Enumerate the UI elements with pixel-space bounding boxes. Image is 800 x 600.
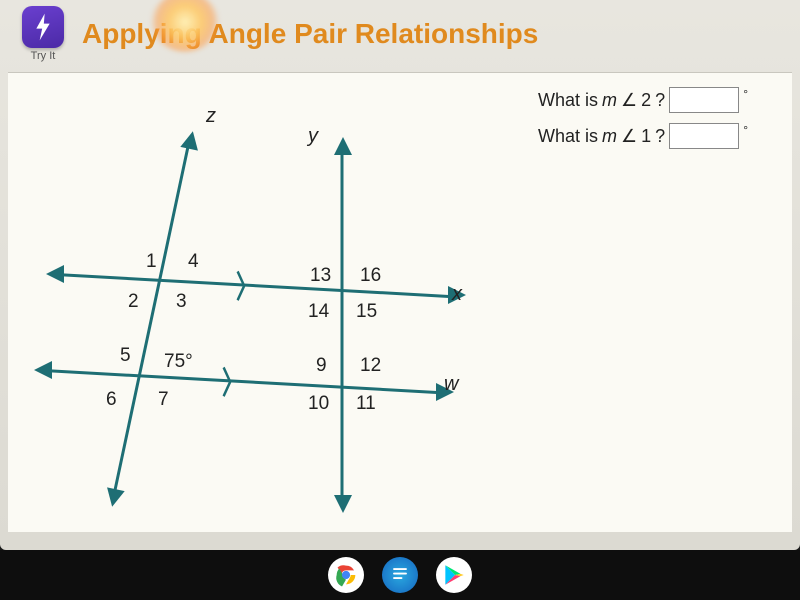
- chrome-icon[interactable]: [328, 557, 364, 593]
- angle-13: 13: [310, 265, 331, 287]
- q2-m: m: [602, 126, 617, 147]
- answer-input-angle2[interactable]: [669, 87, 739, 113]
- angle-15: 15: [356, 301, 377, 323]
- header: Try It Applying Angle Pair Relationships: [0, 0, 800, 72]
- parallel-mark-x: 〉: [236, 263, 258, 308]
- answer-input-angle1[interactable]: [669, 123, 739, 149]
- arrow-z-top: [180, 129, 201, 150]
- q2-angle-sym: ∠: [621, 126, 637, 147]
- question-row-1: What is m ∠ 2 ? °: [538, 87, 748, 113]
- q2-angle-num: 1: [641, 126, 651, 147]
- q2-prefix: What is: [538, 126, 598, 147]
- q2-unit: °: [743, 123, 748, 137]
- angle-12: 12: [360, 355, 381, 377]
- angle-1: 1: [146, 251, 157, 273]
- q1-m: m: [602, 90, 617, 111]
- q1-suffix: ?: [655, 90, 665, 111]
- label-x: x: [452, 283, 462, 306]
- angle-9: 9: [316, 355, 327, 377]
- arrow-x-left: [46, 265, 64, 283]
- q2-suffix: ?: [655, 126, 665, 147]
- lightning-icon: [22, 6, 64, 48]
- angle-5: 5: [120, 345, 131, 367]
- taskbar: [0, 550, 800, 600]
- label-y: y: [308, 125, 318, 148]
- questions-panel: What is m ∠ 2 ? ° What is m ∠ 1 ? °: [528, 73, 758, 532]
- angle-75: 75°: [164, 351, 193, 373]
- q1-angle-sym: ∠: [621, 90, 637, 111]
- angle-11: 11: [356, 393, 376, 415]
- angle-14: 14: [308, 301, 329, 323]
- diagram: 〉 〉 z y x w 1 4 2 3 13 16 14 15 5 75° 6 …: [8, 73, 528, 532]
- line-y: [341, 147, 344, 507]
- angle-4: 4: [188, 251, 199, 273]
- angle-3: 3: [176, 291, 187, 313]
- play-store-icon[interactable]: [436, 557, 472, 593]
- arrow-y-bottom: [334, 495, 352, 513]
- arrow-y-top: [334, 137, 352, 155]
- text-app-icon[interactable]: [382, 557, 418, 593]
- angle-2: 2: [128, 291, 139, 313]
- arrow-z-bottom: [103, 487, 124, 508]
- q1-unit: °: [743, 87, 748, 101]
- try-it-block[interactable]: Try It: [22, 6, 64, 62]
- question-row-2: What is m ∠ 1 ? °: [538, 123, 748, 149]
- arrow-w-left: [34, 361, 52, 379]
- line-z: [112, 137, 192, 500]
- try-it-label: Try It: [31, 50, 56, 62]
- q1-angle-num: 2: [641, 90, 651, 111]
- angle-6: 6: [106, 389, 117, 411]
- angle-10: 10: [308, 393, 329, 415]
- label-w: w: [444, 373, 458, 396]
- page-title: Applying Angle Pair Relationships: [82, 18, 538, 50]
- content-panel: 〉 〉 z y x w 1 4 2 3 13 16 14 15 5 75° 6 …: [8, 72, 792, 532]
- label-z: z: [206, 105, 216, 128]
- parallel-mark-w: 〉: [222, 359, 244, 404]
- app-frame: Try It Applying Angle Pair Relationships: [0, 0, 800, 550]
- angle-16: 16: [360, 265, 381, 287]
- angle-7: 7: [158, 389, 169, 411]
- q1-prefix: What is: [538, 90, 598, 111]
